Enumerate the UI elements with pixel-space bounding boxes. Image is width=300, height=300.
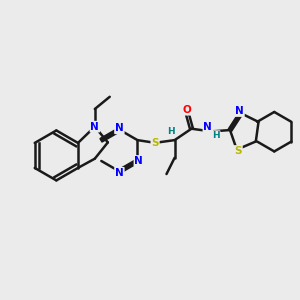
Text: H: H [212,131,220,140]
Text: O: O [182,105,191,115]
Text: N: N [115,123,124,133]
Text: N: N [203,122,212,132]
Text: N: N [134,156,143,166]
Text: H: H [167,128,174,136]
Text: N: N [115,168,124,178]
Text: N: N [90,122,99,132]
Text: S: S [151,138,159,148]
Text: S: S [234,146,242,156]
Text: N: N [235,106,244,116]
